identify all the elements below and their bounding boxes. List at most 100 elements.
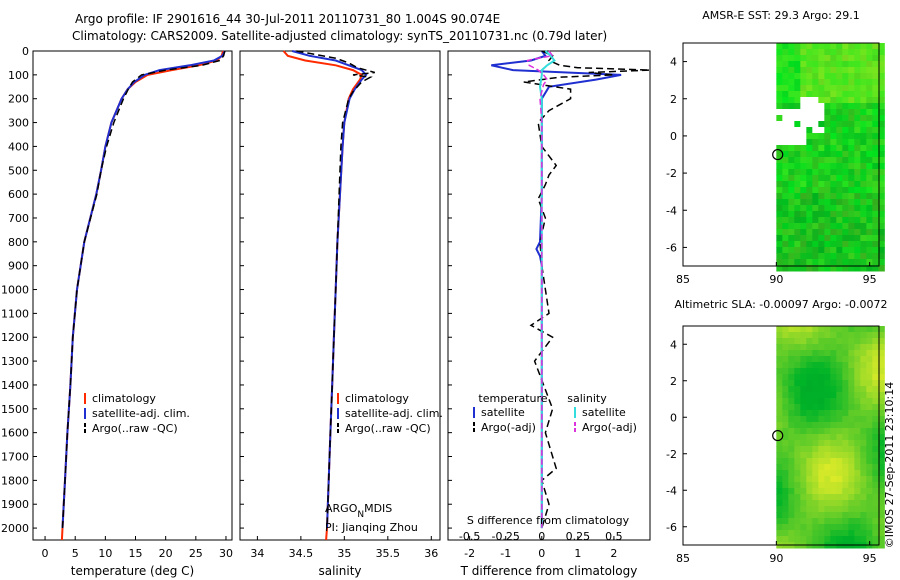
sla-cell <box>866 524 873 531</box>
sla-cell <box>800 392 807 399</box>
diff-series-t-argo <box>523 50 651 529</box>
sla-cell <box>788 488 795 495</box>
sst-cell <box>842 199 849 206</box>
sla-cell <box>782 440 789 447</box>
sst-cell <box>788 133 795 140</box>
temp-x-tick-label: 30 <box>219 547 233 560</box>
sst-cell <box>866 157 873 164</box>
sst-cell <box>836 133 843 140</box>
sla-cell <box>836 446 843 453</box>
sla-cell <box>806 470 813 477</box>
sla-cell <box>788 440 795 447</box>
sst-cell <box>812 163 819 170</box>
sla-cell <box>812 332 819 339</box>
sst-cell <box>818 163 825 170</box>
sla-cell <box>806 380 813 387</box>
sst-cell <box>812 253 819 260</box>
sst-cell <box>842 265 849 272</box>
sla-cell <box>866 452 873 459</box>
sst-cell <box>872 247 879 254</box>
sla-cell <box>800 482 807 489</box>
sla-cell <box>788 338 795 345</box>
sla-cell <box>788 410 795 417</box>
sst-cell <box>830 79 837 86</box>
diff-series-s-argo <box>526 50 554 529</box>
sst-cell <box>860 265 867 272</box>
sla-cell <box>836 476 843 483</box>
sla-cell <box>806 452 813 459</box>
sla-cell <box>782 422 789 429</box>
sla-cell <box>842 392 849 399</box>
sla-cell <box>848 476 855 483</box>
sst-cell <box>818 67 825 74</box>
sst-cell <box>800 49 807 56</box>
sst-cell <box>872 145 879 152</box>
sst-cell <box>818 55 825 62</box>
sla-cell <box>836 350 843 357</box>
sst-cell <box>830 217 837 224</box>
sla-cell <box>806 410 813 417</box>
sst-cell <box>800 193 807 200</box>
sla-cell <box>776 416 783 423</box>
sst-cell <box>806 259 813 266</box>
sst-cell <box>794 133 801 140</box>
sst-cell <box>866 55 873 62</box>
sst-cell <box>788 85 795 92</box>
sla-cell <box>854 506 861 513</box>
sst-cell <box>854 229 861 236</box>
sst-cell <box>800 139 807 146</box>
sla-cell <box>776 326 783 333</box>
sst-cell <box>878 151 885 158</box>
sst-cell <box>848 103 855 110</box>
sal-xlabel: salinity <box>318 564 361 578</box>
sst-cell <box>872 97 879 104</box>
sst-cell <box>812 157 819 164</box>
sst-cell <box>794 211 801 218</box>
sst-cell <box>794 187 801 194</box>
sst-cell <box>866 109 873 116</box>
sst-cell <box>866 85 873 92</box>
sst-cell <box>794 139 801 146</box>
sst-cell <box>800 175 807 182</box>
sla-cell <box>788 356 795 363</box>
sla-cell <box>812 518 819 525</box>
sst-cell <box>842 85 849 92</box>
sla-cell <box>830 368 837 375</box>
sst-cell <box>830 43 837 50</box>
sla-cell <box>872 350 879 357</box>
sst-cell <box>824 217 831 224</box>
sst-cell <box>842 121 849 128</box>
sst-cell <box>830 115 837 122</box>
sla-cell <box>866 476 873 483</box>
sst-cell <box>818 259 825 266</box>
sla-cell <box>854 446 861 453</box>
sst-cell <box>860 253 867 260</box>
sla-cell <box>818 416 825 423</box>
sst-cell <box>842 67 849 74</box>
sla-cell <box>872 446 879 453</box>
sst-cell <box>776 187 783 194</box>
sst-cell <box>878 91 885 98</box>
sla-cell <box>818 392 825 399</box>
sla-cell <box>818 446 825 453</box>
sla-cell <box>776 464 783 471</box>
sst-cell <box>824 163 831 170</box>
depth-tick-label: 1300 <box>1 355 29 368</box>
sst-cell <box>872 163 879 170</box>
sst-cell <box>794 247 801 254</box>
sst-cell <box>842 49 849 56</box>
sst-cell <box>776 169 783 176</box>
sla-cell <box>806 398 813 405</box>
sla-cell <box>794 530 801 537</box>
sla-cell <box>854 482 861 489</box>
sla-cell <box>830 530 837 537</box>
sst-cell <box>866 79 873 86</box>
sst-cell <box>866 133 873 140</box>
sla-cell <box>836 374 843 381</box>
sla-cell <box>854 464 861 471</box>
sla-cell <box>830 512 837 519</box>
sla-cell <box>788 470 795 477</box>
sla-cell <box>782 386 789 393</box>
sla-cell <box>872 368 879 375</box>
sla-cell <box>794 422 801 429</box>
